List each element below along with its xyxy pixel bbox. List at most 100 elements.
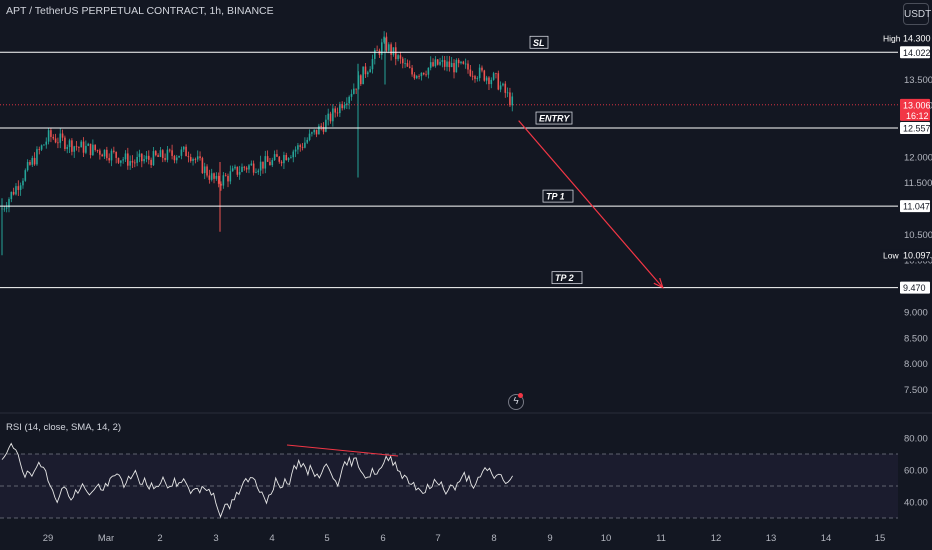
- candle-body: [290, 157, 292, 159]
- candle-body: [89, 143, 92, 156]
- candle-body: [243, 166, 246, 168]
- candle-body: [82, 141, 85, 153]
- time-tick-label: 7: [435, 533, 440, 544]
- candle-body: [495, 73, 497, 75]
- candle-body: [297, 145, 299, 150]
- candle-body: [418, 75, 420, 77]
- candle-body: [175, 157, 178, 161]
- time-tick-label: 29: [43, 533, 54, 544]
- arrow-head: [653, 277, 664, 289]
- candle-body: [315, 129, 318, 135]
- candle-body: [180, 149, 183, 156]
- candle-body: [280, 161, 283, 164]
- candle-body: [332, 108, 334, 122]
- candle-body: [497, 73, 500, 90]
- candle-body: [220, 183, 222, 186]
- candle-body: [236, 166, 239, 175]
- candle-body: [92, 144, 94, 156]
- candle-body: [47, 130, 50, 142]
- candle-body: [147, 155, 150, 160]
- time-tick-label: 14: [821, 533, 832, 544]
- price-tag: [900, 281, 930, 294]
- candle-body: [182, 146, 185, 150]
- candle-body: [208, 175, 211, 180]
- candle-body: [469, 69, 472, 76]
- candle-body: [387, 44, 390, 51]
- candle-body: [3, 208, 6, 210]
- candle-body: [33, 157, 36, 165]
- candle-body: [406, 63, 409, 67]
- time-tick-label: 12: [711, 533, 722, 544]
- candle-body: [320, 125, 323, 127]
- candle-body: [71, 140, 73, 152]
- candle-body: [318, 125, 320, 135]
- divergence-line: [286, 444, 399, 457]
- candle-body: [50, 130, 52, 137]
- price-tag-value: 13.006: [903, 100, 931, 110]
- candle-body: [127, 153, 129, 166]
- candle-body: [31, 157, 34, 165]
- candle-body: [238, 171, 241, 175]
- candle-body: [420, 72, 423, 77]
- candle-body: [506, 92, 509, 94]
- time-tick-label: 3: [213, 533, 218, 544]
- candle-body: [453, 63, 455, 73]
- candle-body: [61, 133, 64, 138]
- candle-body: [141, 153, 143, 162]
- candle-body: [327, 113, 329, 120]
- candle-body: [411, 67, 413, 75]
- candle-body: [252, 163, 255, 173]
- candle-body: [311, 132, 313, 134]
- candle-body: [231, 168, 234, 172]
- candle-body: [94, 144, 96, 150]
- candle-body: [157, 155, 159, 157]
- rsi-axis-label: 40.00: [904, 498, 928, 509]
- candle-body: [460, 61, 462, 64]
- candle-body: [57, 142, 59, 144]
- candle-body: [362, 66, 364, 85]
- price-axis[interactable]: 13.50013.00012.00011.50010.50010.0009.00…: [880, 31, 932, 396]
- candle-body: [115, 151, 117, 158]
- level-label-box: [529, 35, 549, 49]
- candle-body: [87, 143, 90, 146]
- candle-body: [273, 154, 276, 161]
- candle-body: [434, 59, 437, 67]
- candle-body: [271, 160, 274, 166]
- price-tick-label: 10.000: [904, 256, 932, 267]
- candle-body: [376, 49, 378, 51]
- candle-body: [166, 149, 169, 160]
- candle-body: [113, 150, 115, 152]
- candle-body: [287, 158, 290, 161]
- price-tag: [900, 200, 930, 213]
- candle-body: [108, 158, 110, 161]
- candle-body: [485, 77, 488, 81]
- candle-body: [329, 113, 332, 122]
- candle-body: [178, 155, 180, 158]
- level-label: TP 2: [555, 273, 574, 283]
- level-label: TP 1: [546, 192, 565, 202]
- price-tag: [900, 249, 930, 262]
- candle-body: [229, 171, 232, 182]
- price-tag-value: 10.097: [903, 251, 931, 261]
- candle-body: [399, 55, 402, 59]
- candle-body: [78, 147, 80, 148]
- time-axis[interactable]: 29 Mar 2 3 4 5 6 7 8 9 10 11 12 13 14 15: [43, 533, 886, 544]
- currency-button[interactable]: USDT: [903, 3, 931, 25]
- candle-body: [129, 161, 131, 166]
- candle-body: [22, 180, 24, 186]
- candle-body: [394, 47, 397, 60]
- candle-body: [201, 158, 204, 174]
- candle-body: [422, 72, 425, 75]
- symbol-header: APT / TetherUS PERPETUAL CONTRACT, 1h, B…: [6, 5, 274, 17]
- lightning-icon[interactable]: ϟ: [508, 394, 524, 410]
- rsi-axis-label: 80.00: [904, 434, 928, 445]
- candle-body: [10, 191, 13, 200]
- candle-body: [339, 103, 341, 114]
- candle-body: [38, 149, 41, 150]
- price-tick-label: 13.500: [904, 75, 932, 86]
- price-tick-label: 8.000: [904, 359, 928, 370]
- candle-body: [29, 162, 31, 165]
- candle-body: [234, 166, 236, 169]
- candle-body: [17, 186, 20, 190]
